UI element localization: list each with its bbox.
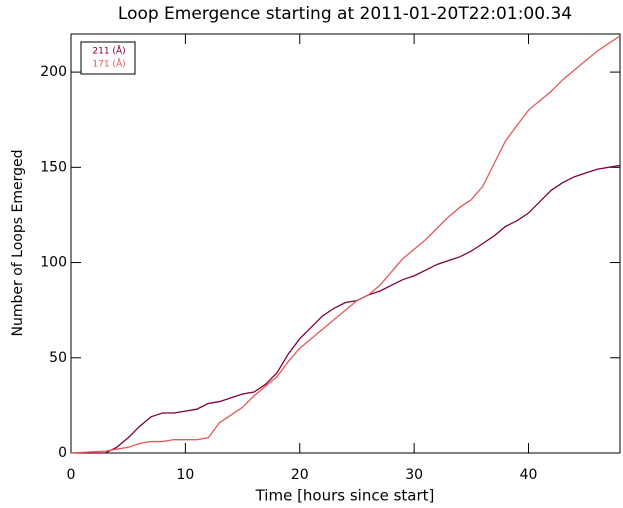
y-tick-label: 200 [40, 64, 67, 80]
x-tick-label: 20 [291, 467, 309, 483]
y-tick-label: 100 [40, 255, 67, 271]
y-tick-label: 150 [40, 159, 67, 175]
y-tick-label: 0 [58, 445, 67, 461]
x-tick-label: 30 [405, 467, 423, 483]
x-tick-label: 10 [176, 467, 194, 483]
legend-label: 171 (Å) [92, 58, 125, 70]
legend-label: 211 (Å) [92, 45, 125, 57]
chart-title: Loop Emergence starting at 2011-01-20T22… [118, 4, 572, 24]
data-line [71, 164, 621, 454]
plot-frame [70, 33, 621, 454]
x-tick-label: 40 [520, 467, 538, 483]
legend-box [80, 41, 136, 75]
data-line [70, 35, 621, 454]
x-axis-label: Time [hours since start] [255, 487, 435, 505]
y-axis-label: Number of Loops Emerged [10, 150, 26, 337]
x-tick-label: 0 [67, 467, 76, 483]
y-tick-label: 50 [49, 350, 67, 366]
